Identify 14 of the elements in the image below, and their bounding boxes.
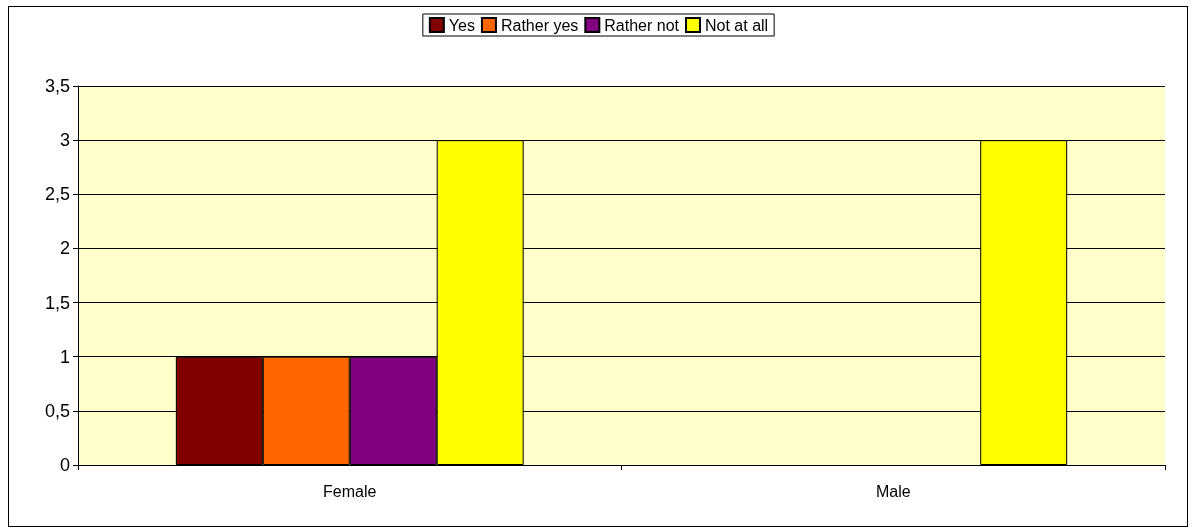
legend-label: Rather not xyxy=(604,16,680,34)
y-tick-label: 0,5 xyxy=(44,400,70,421)
legend-label: Not at all xyxy=(705,16,769,34)
legend-label: Yes xyxy=(448,16,475,34)
legend-label: Rather yes xyxy=(500,16,579,34)
x-tick-label: Female xyxy=(323,482,377,500)
x-tick-label: Male xyxy=(875,482,911,500)
y-tick-label: 1,5 xyxy=(44,292,70,313)
y-tick-label: 2 xyxy=(59,238,70,259)
y-tick-label: 0 xyxy=(59,455,70,475)
y-tick-label: 2,5 xyxy=(44,184,70,205)
y-tick-label: 3 xyxy=(59,130,70,151)
y-tick-label: 3,5 xyxy=(44,76,70,96)
y-tick-label: 1 xyxy=(59,346,70,367)
